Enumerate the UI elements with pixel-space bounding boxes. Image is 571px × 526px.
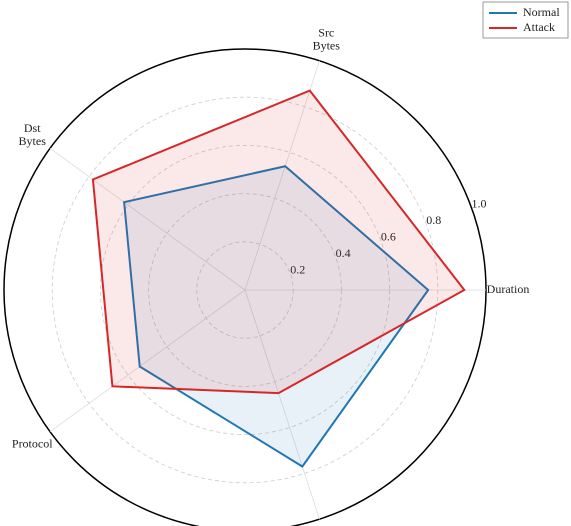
spoke [49, 148, 246, 291]
r-tick-label: 0.8 [426, 213, 441, 227]
spoke [49, 289, 246, 432]
spoke [244, 60, 320, 291]
spoke [244, 289, 320, 520]
legend-box [482, 1, 569, 39]
category-label: Src Bytes [313, 25, 341, 52]
r-tick-label: 0.2 [290, 263, 305, 277]
legend-label: Attack [523, 20, 555, 34]
series-area [91, 89, 466, 395]
r-tick-label: 1.0 [471, 197, 486, 211]
series-area [123, 165, 430, 468]
r-tick-label: 0.4 [336, 246, 351, 260]
r-tick-label: 0.6 [381, 230, 396, 244]
category-label: Dst Bytes [19, 121, 47, 148]
category-label: Protocol [12, 436, 53, 450]
legend-label: Normal [523, 5, 560, 19]
category-label: Duration [487, 282, 530, 296]
